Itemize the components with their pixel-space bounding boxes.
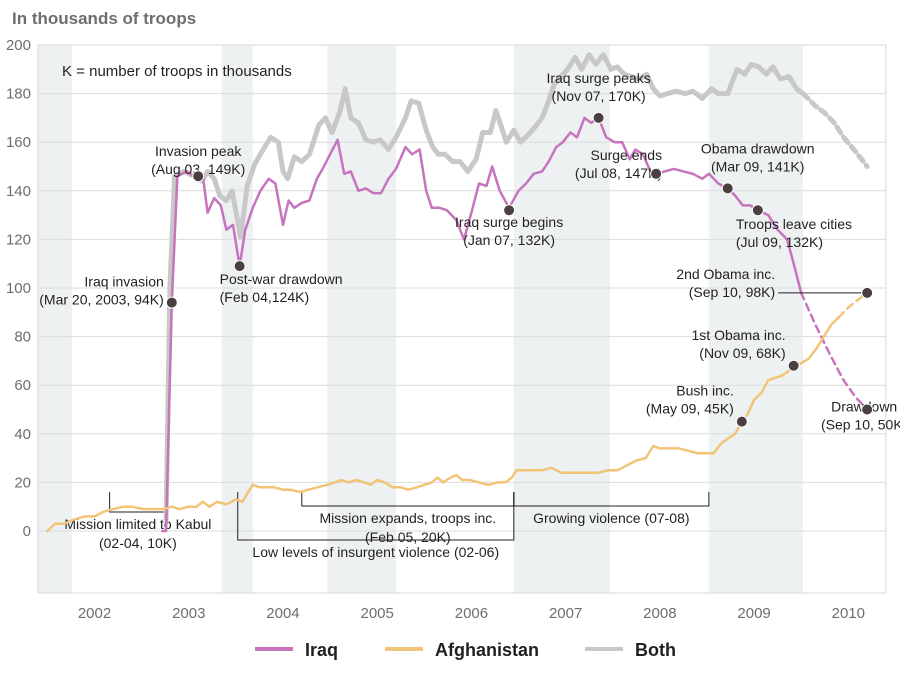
annotation-label: Iraq surge peaks [546, 70, 650, 86]
legend: Iraq Afghanistan Both [255, 640, 676, 660]
x-tick-label: 2005 [361, 605, 394, 622]
annotation-dot [592, 111, 605, 124]
annotation-label: (Nov 07, 170K) [552, 88, 646, 104]
annotation-label: Bush inc. [676, 383, 734, 399]
annotation-label: 1st Obama inc. [692, 327, 786, 343]
bracket-label: (02-04, 10K) [99, 535, 177, 551]
bracket-label: Low levels of insurgent violence (02-06) [252, 544, 499, 560]
shaded-band [38, 45, 72, 593]
annotation-dot [787, 359, 800, 372]
annotation-label: Invasion peak [155, 143, 242, 159]
annotation-dot [165, 296, 178, 309]
annotation-label: (May 09, 45K) [646, 401, 734, 417]
y-tick-label: 180 [6, 86, 31, 103]
annotation-label: 2nd Obama inc. [676, 266, 775, 282]
annotation-label: Surge ends [590, 147, 662, 163]
x-tick-label: 2004 [266, 605, 299, 622]
annotation-dot [751, 204, 764, 217]
y-tick-label: 160 [6, 134, 31, 151]
units-label: In thousands of troops [12, 9, 196, 28]
annotation-dot [721, 182, 734, 195]
annotation-label: (Mar 20, 2003, 94K) [39, 292, 164, 308]
annotation-label: Iraq surge begins [455, 214, 563, 230]
annotation-dot [503, 204, 516, 217]
x-tick-label: 2010 [832, 605, 865, 622]
annotation-label: Post-war drawdown [220, 271, 343, 287]
legend-label-afghanistan: Afghanistan [435, 640, 539, 660]
annotation-label: (Feb 04,124K) [220, 289, 310, 305]
annotation-dot [861, 403, 874, 416]
annotation-label: (Jan 07, 132K) [463, 232, 555, 248]
plot-frame [37, 44, 887, 594]
y-tick-label: 80 [14, 329, 31, 346]
data-series [46, 52, 870, 533]
series-projection-iraq [799, 291, 869, 411]
annotation-dot [233, 260, 246, 273]
annotation-label: (Aug 03, 149K) [151, 161, 245, 177]
x-tick-label: 2002 [78, 605, 111, 622]
annotation-label: (Sep 10, 50K) [821, 417, 900, 433]
bracket-label: Growing violence (07-08) [533, 510, 689, 526]
annotation-label: Iraq invasion [84, 274, 163, 290]
y-tick-label: 120 [6, 231, 31, 248]
annotation-label: (Mar 09, 141K) [711, 158, 804, 174]
bracket [237, 492, 515, 541]
legend-label-both: Both [635, 640, 676, 660]
series-line-both [163, 52, 806, 522]
series-line-afghanistan [46, 315, 841, 533]
annotation-label: Troops leave cities [736, 216, 852, 232]
annotation-label: Obama drawdown [701, 140, 815, 156]
bracket [513, 492, 710, 507]
x-tick-label: 2006 [455, 605, 488, 622]
bracket-label: (Feb 05, 20K) [365, 529, 451, 545]
shaded-band [708, 45, 804, 593]
bracket-label: Mission expands, troops inc. [320, 510, 497, 526]
x-tick-label: 2003 [172, 605, 205, 622]
annotation-label: (Sep 10, 98K) [689, 284, 775, 300]
y-axis: 0 20 40 60 80 100 120 140 160 180 200 [6, 37, 31, 540]
y-tick-label: 200 [6, 37, 31, 54]
series-line-iraq [161, 116, 803, 533]
legend-label-iraq: Iraq [305, 640, 338, 660]
bracket-label: Mission limited to Kabul [64, 516, 211, 532]
annotation-dot [735, 415, 748, 428]
x-axis: 2002 2003 2004 2005 2006 2007 2008 2009 2010 [78, 605, 865, 622]
y-tick-label: 40 [14, 426, 31, 443]
annotation-dot [650, 167, 663, 180]
x-tick-label: 2009 [737, 605, 770, 622]
y-tick-label: 60 [14, 377, 31, 394]
annotation-label: (Jul 08, 147K) [575, 165, 662, 181]
x-tick-label: 2007 [549, 605, 582, 622]
y-tick-label: 0 [23, 523, 31, 540]
y-tick-label: 140 [6, 183, 31, 200]
units-note: K = number of troops in thousands [62, 63, 292, 80]
y-tick-label: 100 [6, 280, 31, 297]
annotation-label: (Nov 09, 68K) [699, 345, 785, 361]
annotation-brackets: Mission limited to Kabul (02-04, 10K) Low … [64, 492, 710, 560]
y-tick-label: 20 [14, 474, 31, 491]
annotation-label: (Jul 09, 132K) [736, 234, 823, 250]
point-annotations: Iraq invasion (Mar 20, 2003, 94K) Invasion… [39, 70, 900, 433]
annotation-dot [861, 286, 874, 299]
series-projection-both [800, 91, 870, 169]
annotation-dot [192, 170, 205, 183]
x-tick-label: 2008 [643, 605, 676, 622]
